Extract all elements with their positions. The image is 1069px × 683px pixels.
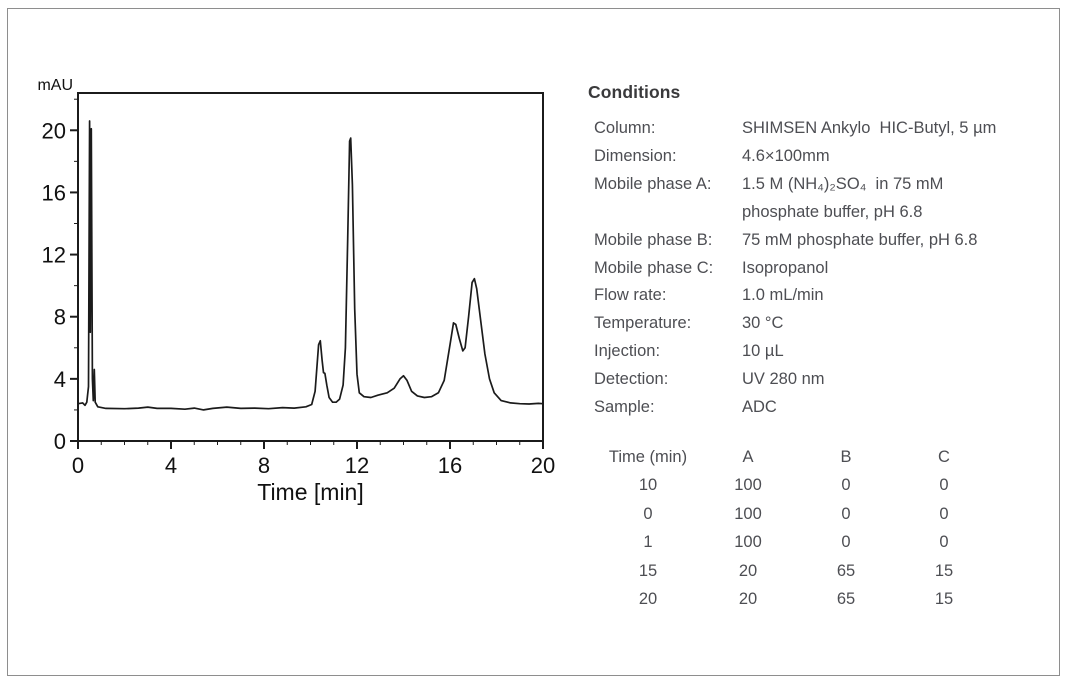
condition-row: Dimension: 4.6×100mm bbox=[594, 143, 1058, 171]
gradient-header-row: Time (min) A B C bbox=[594, 443, 1058, 471]
gradient-cell: 10 bbox=[638, 476, 658, 495]
gradient-cell: 0 bbox=[643, 504, 653, 523]
gradient-row: 0 100 0 0 bbox=[594, 500, 1058, 528]
gradient-cell: 0 bbox=[939, 476, 949, 495]
gradient-cell: 0 bbox=[939, 533, 949, 552]
condition-row: Mobile phase C: Isopropanol bbox=[594, 255, 1058, 283]
conditions-list: Column: SHIMSEN Ankylo HIC-Butyl, 5 µm Dim… bbox=[594, 115, 1058, 422]
gradient-cell: 0 bbox=[939, 504, 949, 523]
gradient-cell: 100 bbox=[734, 476, 762, 495]
y-axis-unit-label: mAU bbox=[37, 78, 73, 94]
condition-row: Injection: 10 µL bbox=[594, 338, 1058, 366]
condition-label: Flow rate: bbox=[594, 286, 667, 305]
gradient-row: 1 100 0 0 bbox=[594, 528, 1058, 556]
x-axis-tick-label: 8 bbox=[258, 453, 270, 478]
gradient-header-cell: C bbox=[938, 447, 950, 466]
condition-row: Sample: ADC bbox=[594, 394, 1058, 422]
y-axis-tick-label: 4 bbox=[54, 367, 66, 392]
condition-value: ADC bbox=[742, 398, 777, 417]
x-axis-tick-label: 16 bbox=[438, 453, 462, 478]
conditions-heading: Conditions bbox=[588, 82, 681, 102]
gradient-cell: 15 bbox=[934, 590, 954, 608]
condition-label: Detection: bbox=[594, 370, 669, 389]
condition-value: 1.0 mL/min bbox=[742, 286, 824, 305]
gradient-table: Time (min) A B C 10 100 0 0 0 100 0 0 1 100 0 0 15 20 65 15… bbox=[594, 443, 1058, 613]
y-axis-tick-label: 20 bbox=[42, 118, 66, 143]
chromatogram-chart: 0 4 8 12 16 20 0 4 8 12 16 20 mAU Time [min] bbox=[28, 78, 568, 518]
condition-row: Column: SHIMSEN Ankylo HIC-Butyl, 5 µm bbox=[594, 115, 1058, 143]
gradient-cell: 100 bbox=[734, 533, 762, 552]
x-axis-title: Time [min] bbox=[257, 479, 364, 505]
condition-label: Mobile phase A: bbox=[594, 174, 712, 193]
condition-value: 30 °C bbox=[742, 314, 784, 333]
gradient-cell: 100 bbox=[734, 504, 762, 523]
gradient-cell: 15 bbox=[934, 561, 954, 580]
condition-value: UV 280 nm bbox=[742, 370, 825, 389]
gradient-header-cell: Time (min) bbox=[608, 447, 688, 466]
chromatogram-trace bbox=[77, 120, 544, 411]
condition-label: Mobile phase B: bbox=[594, 230, 713, 249]
gradient-cell: 0 bbox=[841, 533, 851, 552]
y-axis-tick-label: 12 bbox=[42, 243, 66, 268]
gradient-row: 15 20 65 15 bbox=[594, 557, 1058, 585]
gradient-row: 10 100 0 0 bbox=[594, 471, 1058, 499]
condition-row: Flow rate: 1.0 mL/min bbox=[594, 282, 1058, 310]
condition-value: SHIMSEN Ankylo HIC-Butyl, 5 µm bbox=[742, 119, 997, 137]
gradient-cell: 20 bbox=[738, 590, 758, 608]
gradient-header-cell: B bbox=[840, 447, 852, 466]
condition-row: Mobile phase B: 75 mM phosphate buffer, p… bbox=[594, 227, 1058, 255]
gradient-header-cell: A bbox=[742, 447, 754, 466]
y-axis-tick-label: 16 bbox=[42, 180, 66, 205]
gradient-cell: 65 bbox=[836, 590, 856, 608]
condition-label: Dimension: bbox=[594, 146, 677, 165]
gradient-cell: 0 bbox=[841, 504, 851, 523]
gradient-cell: 15 bbox=[638, 561, 658, 580]
condition-label: Column: bbox=[594, 119, 656, 137]
x-axis-tick-label: 20 bbox=[531, 453, 555, 478]
condition-value: 10 µL bbox=[742, 342, 784, 361]
condition-value: 75 mM phosphate buffer, pH 6.8 bbox=[742, 230, 978, 249]
condition-row: Temperature: 30 °C bbox=[594, 310, 1058, 338]
x-axis-tick-label: 12 bbox=[345, 453, 369, 478]
condition-label: Sample: bbox=[594, 398, 655, 417]
gradient-cell: 65 bbox=[836, 561, 856, 580]
plot-box bbox=[77, 92, 544, 442]
x-axis-tick-label: 4 bbox=[165, 453, 177, 478]
gradient-row: 20 20 65 15 bbox=[594, 585, 1058, 613]
condition-label: Mobile phase C: bbox=[594, 258, 714, 277]
figure-frame bbox=[7, 8, 1060, 676]
condition-value: Isopropanol bbox=[742, 258, 829, 277]
condition-label: Injection: bbox=[594, 342, 661, 361]
y-axis-tick-label: 0 bbox=[54, 429, 66, 454]
x-axis-tick-label: 0 bbox=[72, 453, 84, 478]
conditions-panel: Conditions Column: SHIMSEN Ankylo HIC-But… bbox=[588, 82, 1058, 613]
gradient-cell: 20 bbox=[738, 561, 758, 580]
y-axis-tick-label: 8 bbox=[54, 305, 66, 330]
condition-value: 4.6×100mm bbox=[742, 146, 830, 165]
condition-row: Detection: UV 280 nm bbox=[594, 366, 1058, 394]
condition-row: Mobile phase A: 1.5 M (NH₄)₂SO₄ in 75 mM … bbox=[594, 171, 1058, 227]
gradient-cell: 0 bbox=[841, 476, 851, 495]
chromatogram-svg: 0 4 8 12 16 20 0 4 8 12 16 20 mAU Time [min] bbox=[37, 78, 555, 505]
condition-label: Temperature: bbox=[594, 314, 692, 333]
condition-value: 1.5 M (NH₄)₂SO₄ in 75 mM phosphate buffe… bbox=[742, 174, 944, 221]
gradient-cell: 20 bbox=[638, 590, 658, 608]
gradient-cell: 1 bbox=[643, 533, 653, 552]
